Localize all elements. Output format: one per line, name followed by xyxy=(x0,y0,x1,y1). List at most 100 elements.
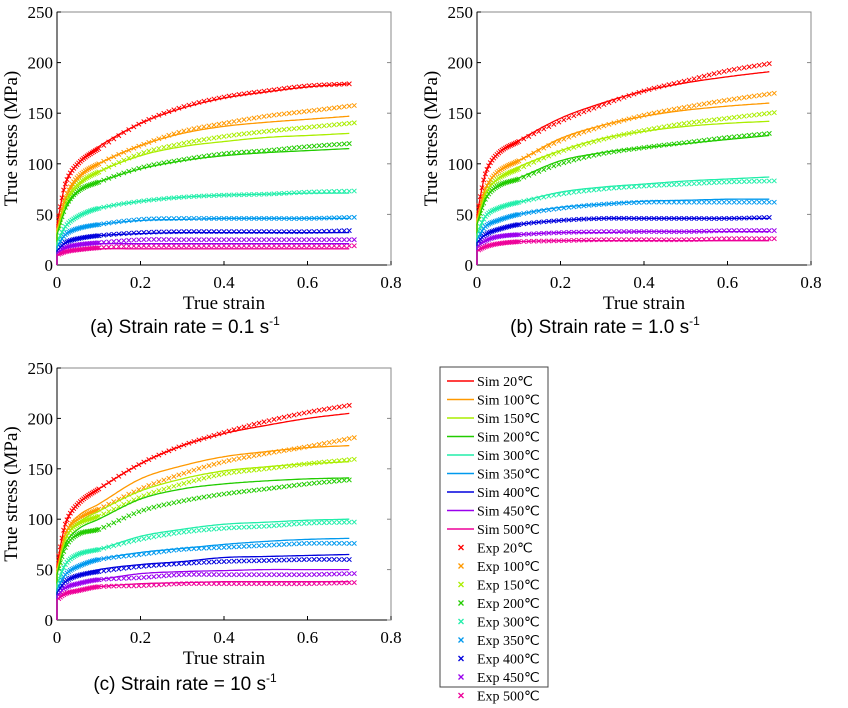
exp-marker xyxy=(236,469,242,475)
exp-marker xyxy=(226,544,232,550)
sim-line-450 xyxy=(476,230,770,265)
y-tick-label: 200 xyxy=(28,54,54,73)
exp-marker xyxy=(736,95,742,101)
exp-marker xyxy=(206,463,212,469)
exp-marker xyxy=(166,475,172,481)
exp-marker xyxy=(186,571,192,578)
exp-marker xyxy=(711,71,717,77)
exp-marker xyxy=(256,524,262,530)
exp-marker xyxy=(691,181,697,187)
legend-item-sim: Sim 200℃ xyxy=(447,431,540,446)
exp-marker xyxy=(211,559,217,565)
exp-marker xyxy=(271,237,277,243)
exp-marker xyxy=(221,133,227,140)
x-tick-label: 0.4 xyxy=(213,628,235,647)
exp-marker xyxy=(286,145,292,151)
exp-marker xyxy=(256,487,262,493)
exp-marker xyxy=(351,570,357,577)
exp-marker xyxy=(201,527,207,533)
exp-marker xyxy=(196,495,202,501)
legend-label: Sim 300℃ xyxy=(477,449,540,464)
legend-item-sim: Sim 500℃ xyxy=(447,523,540,538)
exp-marker xyxy=(306,143,312,150)
exp-marker xyxy=(326,571,332,577)
legend-label: Sim 200℃ xyxy=(477,431,540,446)
exp-marker xyxy=(196,527,202,533)
sim-line-300 xyxy=(56,192,350,265)
sim-line-150 xyxy=(56,132,350,265)
x-tick-label: 0.8 xyxy=(380,273,401,292)
exp-marker xyxy=(291,557,297,563)
y-tick-label: 50 xyxy=(36,561,53,580)
exp-marker xyxy=(766,91,772,97)
sim-line-20 xyxy=(476,71,770,265)
exp-marker xyxy=(351,435,357,441)
exp-marker xyxy=(116,517,122,523)
y-tick-label: 200 xyxy=(448,54,474,73)
exp-marker xyxy=(151,534,157,540)
legend-item-exp: Exp 20℃ xyxy=(458,542,533,557)
exp-marker xyxy=(341,571,347,577)
sim-line-150 xyxy=(56,461,350,620)
exp-marker xyxy=(671,122,677,128)
exp-marker xyxy=(341,540,347,546)
legend-label: Exp 400℃ xyxy=(477,653,540,668)
exp-marker xyxy=(701,101,707,107)
exp-marker xyxy=(206,493,212,499)
exp-marker xyxy=(271,147,277,153)
exp-marker xyxy=(226,237,232,243)
exp-series-100 xyxy=(56,435,357,565)
legend-marker-swatch xyxy=(458,600,464,606)
exp-marker xyxy=(736,199,742,205)
exp-marker xyxy=(701,199,707,205)
legend-label: Sim 20℃ xyxy=(477,375,533,390)
exp-marker xyxy=(246,130,252,136)
y-tick-label: 50 xyxy=(36,205,53,224)
exp-marker xyxy=(131,243,137,249)
chart-panel-c: 0 0.2 0.4 0.6 0.8 0 50 100 150 200 250 True strain T… xyxy=(1,359,402,695)
exp-marker xyxy=(251,115,257,121)
exp-marker xyxy=(171,572,177,578)
exp-marker xyxy=(326,122,332,128)
exp-marker xyxy=(196,560,202,566)
exp-marker xyxy=(691,76,697,82)
exp-marker xyxy=(321,571,327,577)
exp-marker xyxy=(201,237,207,243)
exp-marker xyxy=(751,199,757,205)
exp-marker xyxy=(186,479,192,485)
x-axis-label: True strain xyxy=(183,648,266,669)
exp-marker xyxy=(91,515,97,521)
exp-marker xyxy=(251,421,257,427)
exp-marker xyxy=(746,199,752,205)
legend-item-exp: Exp 400℃ xyxy=(458,653,540,668)
exp-marker xyxy=(711,117,717,123)
exp-marker xyxy=(261,486,267,492)
exp-marker xyxy=(336,121,342,127)
x-axis-label: True strain xyxy=(183,293,266,314)
exp-marker xyxy=(771,236,777,242)
exp-marker xyxy=(346,141,352,147)
exp-marker xyxy=(581,109,587,115)
exp-marker xyxy=(701,73,707,79)
exp-marker xyxy=(346,571,352,577)
exp-marker xyxy=(706,199,712,205)
exp-marker xyxy=(726,97,732,103)
exp-marker xyxy=(346,519,352,525)
sim-line-500 xyxy=(476,239,770,265)
exp-marker xyxy=(341,215,347,221)
exp-marker xyxy=(176,482,182,488)
exp-marker xyxy=(736,179,742,185)
exp-marker xyxy=(246,468,252,474)
legend-marker-swatch xyxy=(458,563,464,569)
exp-marker xyxy=(661,182,667,188)
x-axis-label: True strain xyxy=(603,293,686,314)
exp-marker xyxy=(206,571,212,578)
exp-marker xyxy=(221,525,227,531)
exp-marker xyxy=(726,179,732,185)
exp-marker xyxy=(111,136,117,142)
exp-marker xyxy=(346,402,352,408)
legend-label: Sim 400℃ xyxy=(477,486,540,501)
exp-marker xyxy=(241,237,247,243)
exp-marker xyxy=(581,229,587,235)
exp-marker xyxy=(301,540,307,547)
